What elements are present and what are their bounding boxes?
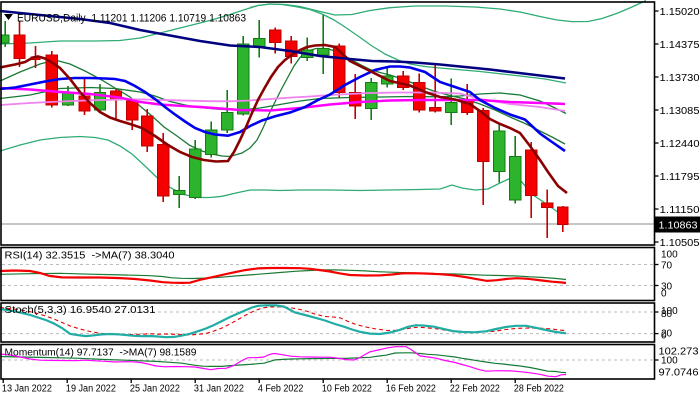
svg-text:RSI(14) 32.3515 ->MA(7) 38.30: RSI(14) 32.3515 ->MA(7) 38.3040 (5, 251, 175, 262)
svg-text:1.15020: 1.15020 (660, 7, 700, 18)
svg-text:EURUSD,Daily 1.11201 1.11206: EURUSD,Daily 1.11201 1.11206 1.10719 1.1… (17, 13, 246, 25)
svg-text:19 Jan 2022: 19 Jan 2022 (66, 384, 116, 395)
svg-text:100: 100 (661, 356, 678, 367)
svg-text:10 Feb 2022: 10 Feb 2022 (322, 384, 372, 395)
svg-text:1.10863: 1.10863 (659, 220, 698, 231)
svg-text:0: 0 (661, 331, 667, 342)
svg-text:30: 30 (661, 281, 673, 292)
svg-text:1.12440: 1.12440 (660, 139, 700, 150)
svg-text:1.10505: 1.10505 (660, 238, 700, 249)
svg-text:13 Jan 2022: 13 Jan 2022 (2, 384, 52, 395)
svg-text:31 Jan 2022: 31 Jan 2022 (194, 384, 244, 395)
svg-text:Momentum(14) 97.7137 ->MA(7): Momentum(14) 97.7137 ->MA(7) 98.1589 (5, 348, 197, 359)
svg-text:70: 70 (661, 260, 673, 271)
svg-text:80: 80 (661, 309, 673, 320)
svg-text:102.273: 102.273 (659, 347, 699, 358)
svg-text:1.11150: 1.11150 (660, 205, 700, 216)
svg-text:100: 100 (661, 306, 678, 317)
svg-text:97.0746: 97.0746 (659, 368, 699, 379)
svg-text:22 Feb 2022: 22 Feb 2022 (450, 384, 500, 395)
svg-text:25 Jan 2022: 25 Jan 2022 (130, 384, 180, 395)
svg-text:100: 100 (661, 249, 678, 260)
svg-text:4 Feb 2022: 4 Feb 2022 (258, 384, 304, 395)
svg-text:20: 20 (661, 329, 673, 340)
svg-text:1.14375: 1.14375 (660, 40, 700, 51)
svg-text:28 Feb 2022: 28 Feb 2022 (514, 384, 564, 395)
svg-text:1.13730: 1.13730 (660, 73, 700, 84)
svg-text:0: 0 (661, 288, 667, 299)
svg-text:Stoch(5,3,3) 16.9540 27.0131: Stoch(5,3,3) 16.9540 27.0131 (5, 305, 156, 316)
svg-text:1.11795: 1.11795 (660, 172, 700, 183)
svg-text:16 Feb 2022: 16 Feb 2022 (386, 384, 436, 395)
svg-text:1.13085: 1.13085 (660, 106, 700, 117)
